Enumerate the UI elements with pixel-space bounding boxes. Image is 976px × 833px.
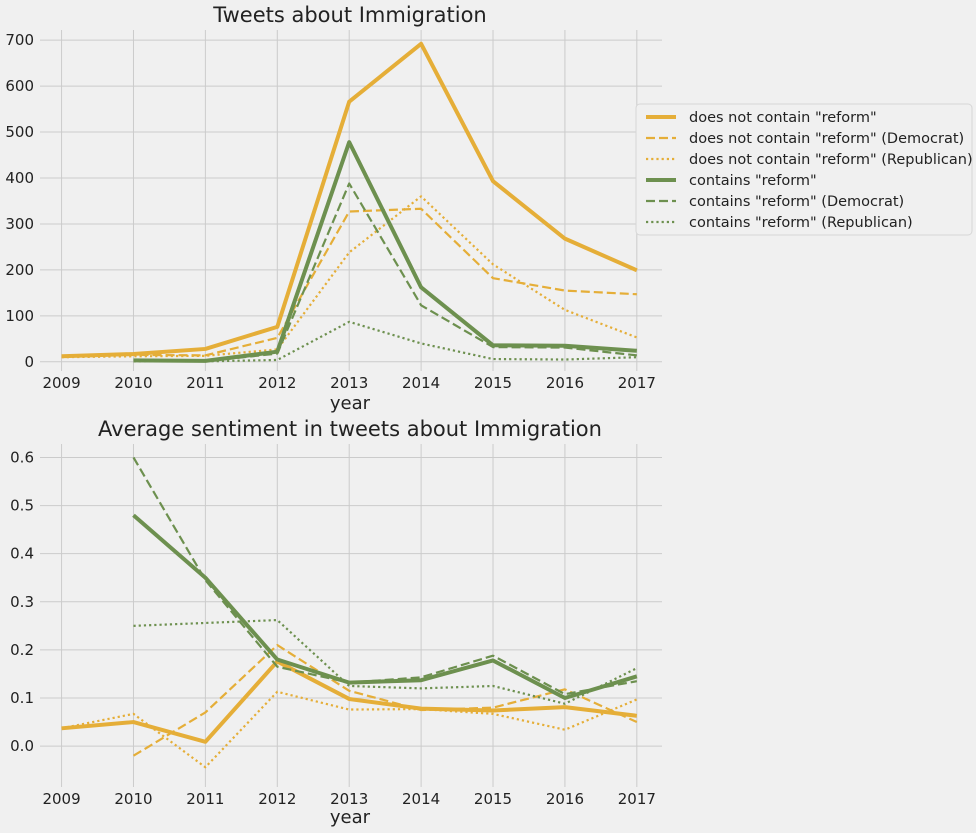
x-tick-label: 2014: [402, 790, 440, 808]
x-tick-label: 2017: [618, 790, 656, 808]
y-tick-label: 0.2: [10, 641, 34, 659]
y-tick-label: 400: [5, 169, 34, 187]
series-line-5: [133, 320, 637, 363]
sentiment-chart: 2009 2010 2011 2012 2013 2014 2015 2016 2017 0.0 0…: [10, 417, 662, 828]
legend-entry-label: does not contain "reform": [689, 110, 877, 126]
x-tick-label: 2015: [474, 374, 512, 392]
x-tick-label: 2009: [42, 374, 80, 392]
x-tick-label: 2013: [330, 790, 368, 808]
x-tick-label: 2015: [474, 790, 512, 808]
legend-entry-label: contains "reform": [689, 173, 817, 189]
y-tick-label: 700: [5, 31, 34, 49]
series-line-3: [132, 513, 638, 700]
x-tick-label: 2012: [258, 790, 296, 808]
x-tick-label: 2010: [114, 374, 152, 392]
series-line-1: [61, 207, 637, 358]
series-line-5: [133, 618, 638, 705]
legend-entry-label: contains "reform" (Republican): [689, 215, 913, 231]
series-line-4: [132, 456, 638, 696]
legend: does not contain "reform" does not contai…: [635, 103, 973, 236]
y-tick-label: 0.6: [10, 448, 34, 466]
x-tick-label: 2016: [546, 790, 584, 808]
y-tick-label: 300: [5, 215, 34, 233]
legend-entry-label: does not contain "reform" (Democrat): [689, 131, 964, 147]
y-tick-label: 500: [5, 123, 34, 141]
tweet-count-chart: 2009 2010 2011 2012 2013 2014 2015 2016 2017 0 100…: [5, 3, 662, 414]
x-tick-label: 2013: [330, 374, 368, 392]
x-tick-label: 2011: [186, 790, 224, 808]
legend-entry-label: contains "reform" (Democrat): [689, 194, 904, 210]
y-tick-label: 0.0: [10, 737, 34, 755]
x-tick-label: 2010: [114, 790, 152, 808]
y-tick-label: 0.4: [10, 545, 34, 563]
y-tick-label: 0.1: [10, 689, 34, 707]
y-tick-label: 600: [5, 77, 34, 95]
legend-entry-label: does not contain "reform" (Republican): [689, 152, 973, 168]
y-tick-label: 0.3: [10, 593, 34, 611]
y-tick-label: 0.5: [10, 497, 34, 515]
series-line-0: [61, 41, 638, 359]
x-tick-label: 2012: [258, 374, 296, 392]
y-tick-label: 0: [24, 353, 34, 371]
x-tick-label: 2011: [186, 374, 224, 392]
series-line-2: [61, 195, 638, 359]
y-tick-label: 100: [5, 307, 34, 325]
x-tick-label: 2016: [546, 374, 584, 392]
x-tick-label: 2009: [42, 790, 80, 808]
x-axis-label: year: [330, 393, 371, 414]
series-line-4: [133, 182, 637, 363]
legend-box: [635, 103, 973, 236]
y-tick-label: 200: [5, 261, 34, 279]
series-line-3: [133, 140, 637, 363]
x-tick-label: 2017: [618, 374, 656, 392]
chart-title: Average sentiment in tweets about Immigr…: [98, 417, 602, 441]
chart-title: Tweets about Immigration: [212, 3, 486, 27]
x-axis-label: year: [330, 807, 371, 828]
x-tick-label: 2014: [402, 374, 440, 392]
series-line-0: [61, 659, 638, 744]
